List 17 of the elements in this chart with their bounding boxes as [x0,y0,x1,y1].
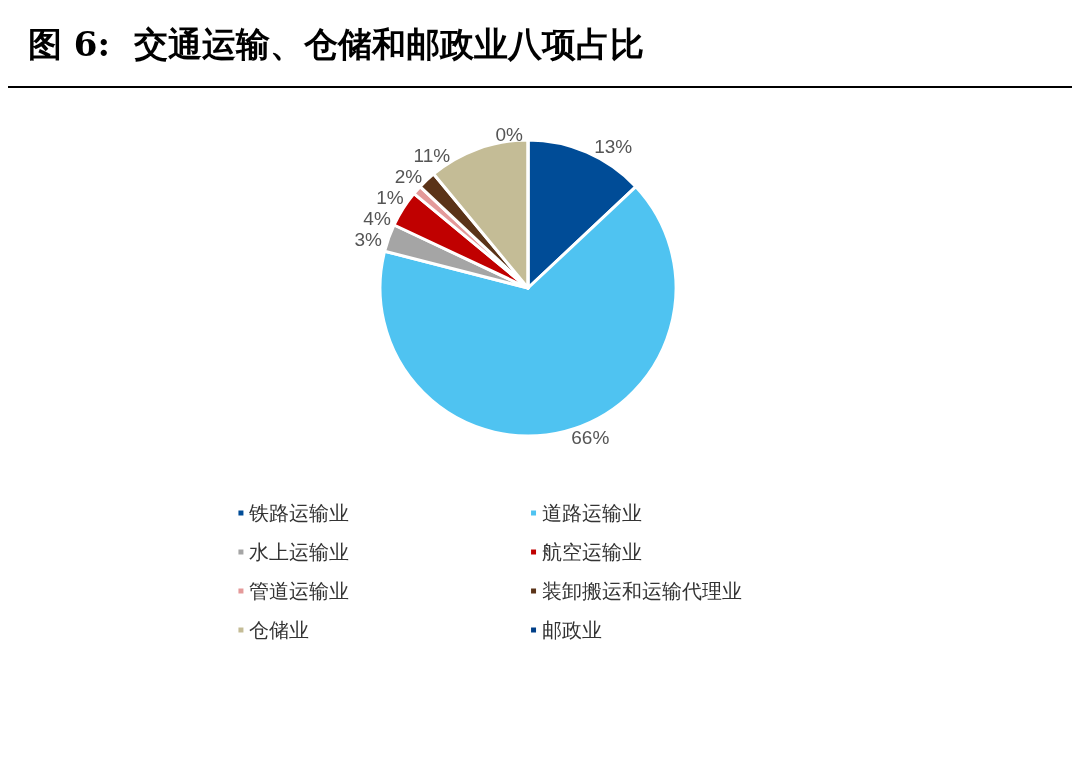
legend-label: 仓储业 [249,618,310,642]
legend-label: 水上运输业 [249,540,350,564]
text: 0% [495,123,523,145]
legend-label: 航空运输业 [542,540,643,564]
chart-title: 图 6: 交通运输、仓储和邮政业八项占比 [8,8,1072,88]
data-label: 1% [376,186,404,208]
data-label: 4% [363,207,391,229]
data-label: 3% [354,228,383,250]
data-label: 13% [594,136,633,158]
data-label: 66% [571,426,610,448]
legend-label: 管道运输业 [249,579,350,603]
legend-label: 道路运输业 [542,501,643,525]
legend-label: 邮政业 [542,618,603,642]
data-label: 2% [394,165,423,187]
legend-label: 铁路运输业 [248,501,350,525]
data-label: 11% [413,144,451,166]
legend-label: 装卸搬运和运输代理业 [542,579,743,603]
